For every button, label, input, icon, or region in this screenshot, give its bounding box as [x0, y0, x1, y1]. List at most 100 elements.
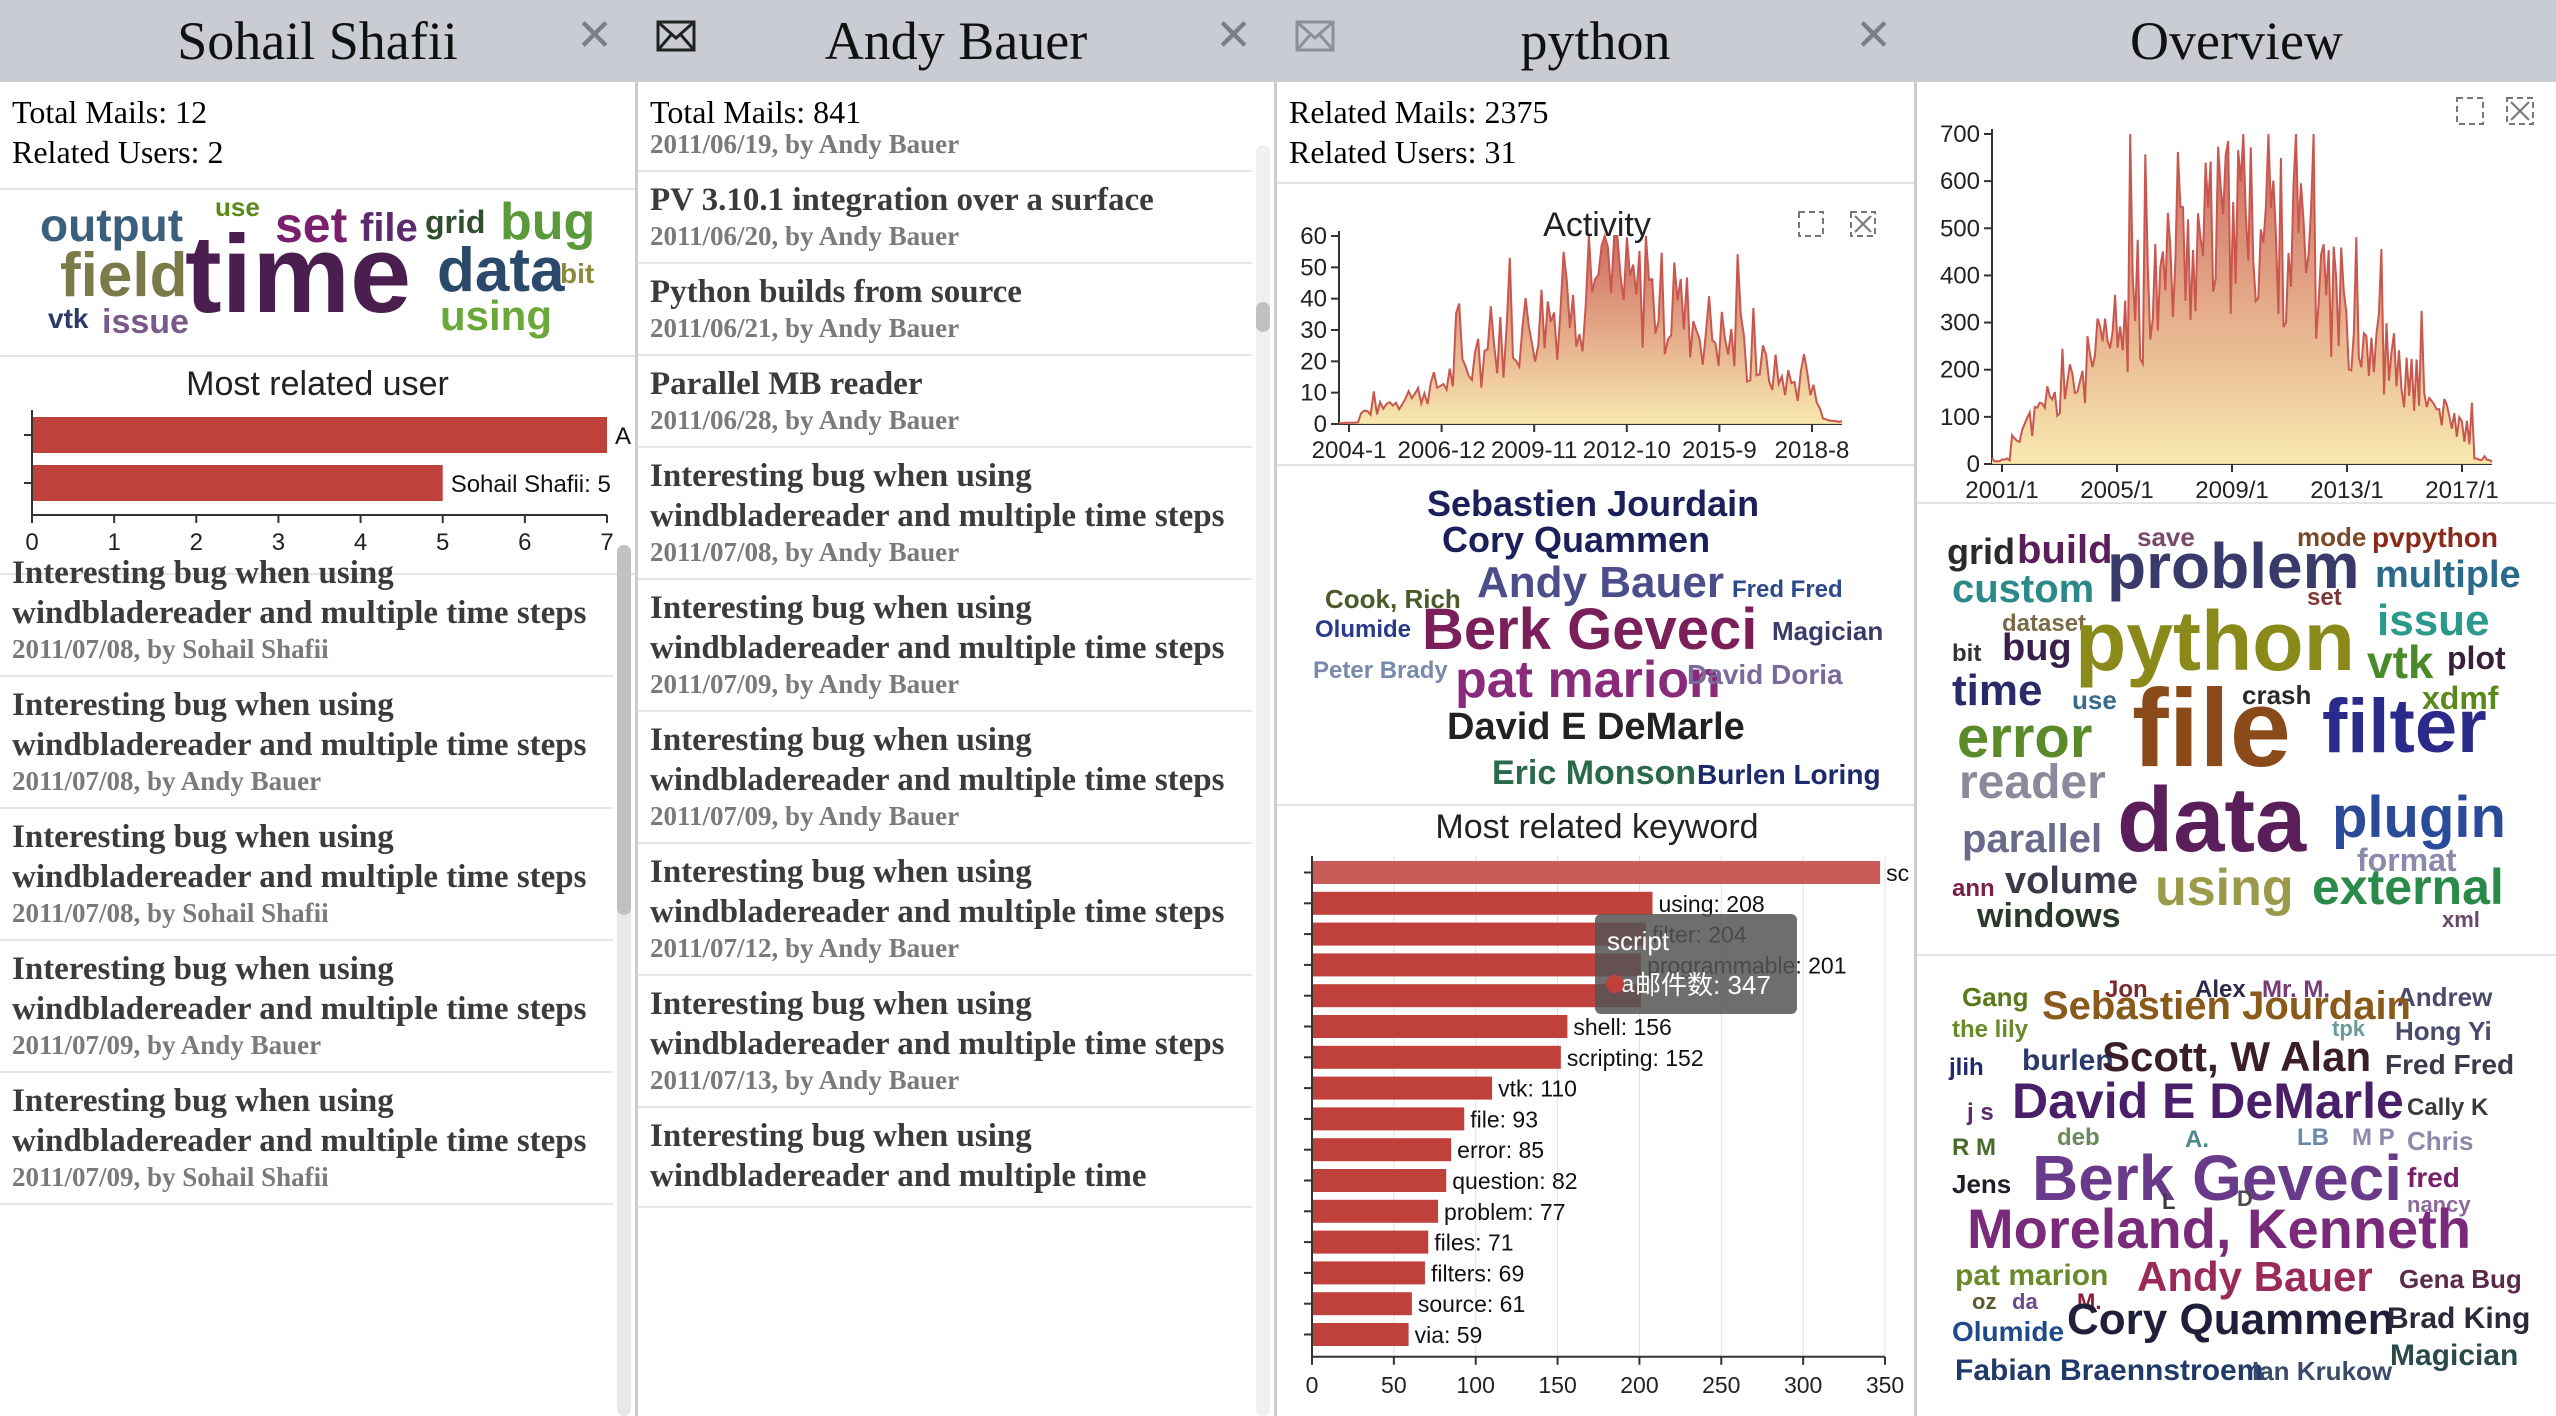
- cloud-word[interactable]: Andy Bauer: [1477, 558, 1724, 607]
- mail-title[interactable]: Interesting bug when using windbladeread…: [650, 854, 1225, 930]
- cloud-word[interactable]: plugin: [2332, 785, 2506, 850]
- cloud-word[interactable]: pvpython: [2372, 522, 2498, 553]
- cloud-word[interactable]: M.: [2077, 1289, 2102, 1314]
- mail-item[interactable]: PV 3.10.1 integration over a surface 2011…: [638, 172, 1252, 264]
- cloud-word[interactable]: Ian Krukow: [2252, 1356, 2393, 1386]
- cloud-word[interactable]: A.: [2185, 1126, 2209, 1153]
- mail-title[interactable]: Interesting bug when using windbladeread…: [12, 555, 587, 631]
- cloud-word[interactable]: Fabian Braennstroem: [1955, 1354, 2264, 1387]
- cloud-word[interactable]: output: [40, 199, 184, 251]
- cloud-word[interactable]: using: [440, 292, 552, 339]
- cloud-word[interactable]: bug: [2002, 627, 2072, 669]
- mail-item[interactable]: Python builds from source 2011/06/21, by …: [638, 264, 1252, 356]
- mail-title[interactable]: Python builds from source: [650, 274, 1022, 310]
- cloud-word[interactable]: plot: [2447, 640, 2506, 676]
- mail-item[interactable]: Interesting bug when using windbladeread…: [0, 809, 613, 941]
- mail-title[interactable]: Interesting bug when using windbladeread…: [12, 819, 587, 895]
- cloud-word[interactable]: bit: [1952, 640, 1982, 667]
- cloud-word[interactable]: Berk Geveci: [2032, 1142, 2403, 1214]
- cloud-word[interactable]: M P: [2352, 1124, 2395, 1151]
- cloud-word[interactable]: use: [2072, 685, 2117, 715]
- cloud-word[interactable]: David E DeMarle: [1447, 706, 1745, 748]
- cloud-word[interactable]: LB: [2297, 1124, 2329, 1151]
- cloud-word[interactable]: Brad King: [2387, 1302, 2531, 1335]
- cloud-word[interactable]: set: [2307, 584, 2342, 611]
- mail-item[interactable]: Interesting bug when using windbladeread…: [638, 448, 1252, 580]
- cloud-word[interactable]: issue: [2377, 596, 2490, 645]
- mail-title[interactable]: PV 3.10.1 integration over a surface: [650, 182, 1154, 218]
- cloud-word[interactable]: Jens: [1952, 1169, 2012, 1199]
- mail-item[interactable]: Interesting bug when using windbladeread…: [0, 1073, 613, 1205]
- cloud-word[interactable]: grid: [1947, 531, 2015, 572]
- mail-icon[interactable]: [656, 16, 696, 56]
- cloud-word[interactable]: Cook, Rich: [1325, 584, 1461, 614]
- cloud-word[interactable]: Andrew: [2397, 982, 2493, 1012]
- cloud-word[interactable]: grid: [425, 204, 486, 240]
- cloud-word[interactable]: Sebastien Jourdain: [2042, 984, 2411, 1028]
- cloud-word[interactable]: Sebastien Jourdain: [1427, 483, 1760, 524]
- cloud-word[interactable]: file: [2132, 667, 2291, 790]
- cloud-word[interactable]: multiple: [2375, 554, 2521, 596]
- cloud-word[interactable]: L: [2162, 1189, 2176, 1214]
- cloud-word[interactable]: reader: [1959, 756, 2106, 809]
- mail-item[interactable]: 2011/06/19, by Andy Bauer: [638, 128, 1252, 172]
- cloud-word[interactable]: burlen: [2022, 1044, 2114, 1077]
- cloud-word[interactable]: time: [185, 213, 412, 336]
- mail-title[interactable]: Interesting bug when using windbladeread…: [12, 687, 587, 763]
- cloud-word[interactable]: Alex: [2195, 976, 2246, 1003]
- mail-title[interactable]: Interesting bug when using windbladeread…: [12, 1083, 587, 1159]
- mail-item[interactable]: Interesting bug when using windbladeread…: [0, 941, 613, 1073]
- cloud-word[interactable]: mode: [2297, 522, 2367, 552]
- cloud-word[interactable]: Andy Bauer: [2137, 1253, 2373, 1300]
- cloud-word[interactable]: dataset: [2002, 610, 2087, 637]
- cloud-word[interactable]: Peter Brady: [1313, 657, 1448, 684]
- close-icon[interactable]: ✕: [1215, 10, 1252, 61]
- cloud-word[interactable]: Berk Geveci: [1422, 597, 1758, 662]
- scrollbar-thumb[interactable]: [617, 545, 631, 915]
- cloud-word[interactable]: oz: [1972, 1289, 1997, 1314]
- cloud-word[interactable]: Jon: [2105, 976, 2148, 1003]
- cloud-word[interactable]: pat marion: [1955, 1259, 2109, 1292]
- cloud-word[interactable]: data: [2117, 769, 2307, 871]
- mail-item[interactable]: Interesting bug when using windbladeread…: [638, 712, 1252, 844]
- mail-title[interactable]: Interesting bug when using windbladeread…: [650, 458, 1225, 534]
- cloud-word[interactable]: Mr. M.: [2262, 976, 2331, 1003]
- scrollbar-thumb[interactable]: [1256, 302, 1270, 332]
- cloud-word[interactable]: use: [215, 192, 260, 222]
- mail-title[interactable]: Interesting bug when using windbladeread…: [650, 1118, 1147, 1194]
- cloud-word[interactable]: file: [360, 206, 418, 250]
- cloud-word[interactable]: deb: [2057, 1124, 2100, 1151]
- cloud-word[interactable]: Cally K: [2407, 1094, 2489, 1121]
- close-icon[interactable]: ✕: [1855, 10, 1892, 61]
- cloud-word[interactable]: python: [2075, 594, 2355, 688]
- cloud-word[interactable]: field: [60, 241, 188, 310]
- cloud-word[interactable]: jlih: [1949, 1054, 1984, 1081]
- scrollbar[interactable]: [1256, 145, 1270, 1416]
- cloud-word[interactable]: Hong Yi: [2395, 1016, 2492, 1046]
- cloud-word[interactable]: parallel: [1962, 817, 2103, 861]
- cloud-word[interactable]: Magician: [1772, 616, 1884, 646]
- cloud-word[interactable]: issue: [102, 303, 189, 341]
- close-icon[interactable]: ✕: [576, 10, 613, 61]
- mail-item[interactable]: Interesting bug when using windbladeread…: [638, 580, 1252, 712]
- cloud-word[interactable]: vtk: [2367, 636, 2434, 688]
- cloud-word[interactable]: ann: [1952, 875, 1995, 902]
- cloud-word[interactable]: build: [2017, 528, 2113, 572]
- cloud-word[interactable]: Magician: [2390, 1339, 2519, 1372]
- cloud-word[interactable]: vtk: [48, 303, 89, 334]
- cloud-word[interactable]: xml: [2442, 907, 2480, 932]
- cloud-word[interactable]: bug: [500, 193, 596, 251]
- cloud-word[interactable]: Gena Bug: [2399, 1264, 2522, 1294]
- cloud-word[interactable]: filter: [2322, 684, 2487, 769]
- cloud-word[interactable]: pat marion: [1455, 651, 1721, 709]
- cloud-word[interactable]: Olumide: [1952, 1316, 2065, 1347]
- mail-item[interactable]: Interesting bug when using windbladeread…: [638, 976, 1252, 1108]
- cloud-word[interactable]: David Doria: [1687, 659, 1843, 690]
- cloud-word[interactable]: volume: [2005, 860, 2139, 902]
- cloud-word[interactable]: da: [2012, 1289, 2038, 1314]
- cloud-word[interactable]: Eric Monson: [1492, 754, 1697, 792]
- cloud-word[interactable]: time: [1952, 666, 2043, 715]
- cloud-word[interactable]: Olumide: [1315, 616, 1412, 643]
- cloud-word[interactable]: crash: [2242, 680, 2312, 710]
- mail-title[interactable]: Interesting bug when using windbladeread…: [650, 722, 1225, 798]
